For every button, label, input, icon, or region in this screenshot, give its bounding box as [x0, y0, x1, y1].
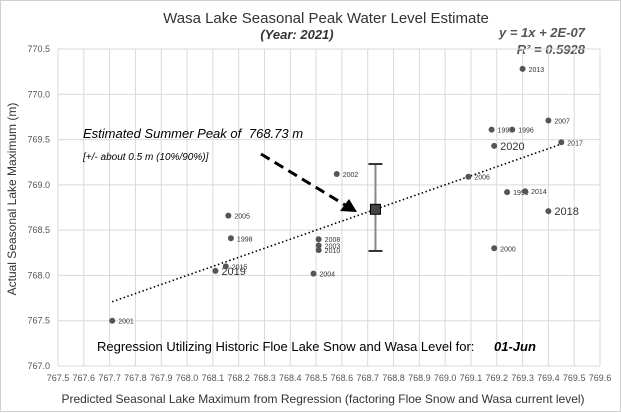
data-point	[310, 270, 317, 277]
chart-title: Wasa Lake Seasonal Peak Water Level Esti…	[163, 10, 489, 27]
x-tick-label: 768.9	[408, 373, 431, 383]
footer-date: 01-Jun	[494, 339, 536, 354]
point-label: 1997	[498, 128, 514, 135]
point-label: 2007	[554, 119, 570, 126]
x-tick-label: 769.6	[589, 373, 612, 383]
point-label: 1998	[237, 236, 253, 243]
data-point	[109, 317, 116, 324]
annotation-arrowhead	[340, 199, 357, 212]
point-label: 2004	[320, 272, 336, 279]
y-tick-label: 770.0	[27, 89, 50, 99]
x-tick-label: 769.2	[485, 373, 508, 383]
data-point	[315, 247, 322, 254]
point-label: 2001	[118, 319, 134, 326]
point-label: 1996	[518, 128, 534, 135]
gridlines	[57, 48, 601, 367]
estimate-marker	[369, 203, 381, 215]
svg-text:Estimated Summer Peak of: Estimated Summer Peak of 768.73 m	[83, 126, 303, 141]
y-tick-label: 767.0	[27, 361, 50, 371]
point-label: 2019	[221, 266, 245, 278]
data-point	[488, 126, 495, 133]
data-point	[509, 126, 516, 133]
y-tick-label: 767.5	[27, 316, 50, 326]
x-tick-label: 768.1	[202, 373, 225, 383]
x-tick-label: 767.8	[124, 373, 147, 383]
annotation-value: 768.73 m	[249, 126, 303, 141]
y-tick-label: 770.5	[27, 44, 50, 54]
x-tick-label: 767.7	[98, 373, 121, 383]
x-tick-label: 767.5	[47, 373, 70, 383]
data-point	[212, 267, 219, 274]
estimate-error-bar	[368, 163, 383, 252]
x-tick-label: 769.3	[511, 373, 534, 383]
x-tick-labels: 767.5 767.6 767.7 767.8 767.9 768.0 768.1 768.2…	[47, 373, 612, 383]
point-label: 2000	[500, 246, 516, 253]
x-axis-label: Predicted Seasonal Lake Maximum from Reg…	[61, 392, 584, 406]
x-tick-label: 768.2	[227, 373, 250, 383]
point-label: 2010	[325, 248, 341, 255]
x-tick-label: 769.5	[563, 373, 586, 383]
data-point	[491, 142, 498, 149]
trendline	[111, 143, 562, 303]
regression-equation: y = 1x + 2E-07	[498, 25, 586, 40]
x-tick-label: 767.9	[150, 373, 173, 383]
y-tick-labels: 767.0 767.5 768.0 768.5 769.0 769.5 770.0 770.5	[27, 44, 50, 371]
annotation-text: Estimated Summer Peak of	[83, 126, 243, 141]
data-point	[315, 236, 322, 243]
y-tick-label: 769.0	[27, 180, 50, 190]
x-tick-label: 768.6	[331, 373, 354, 383]
data-point	[558, 139, 565, 146]
x-tick-label: 768.7	[356, 373, 379, 383]
y-tick-label: 768.5	[27, 225, 50, 235]
point-label: 2003	[325, 244, 341, 251]
point-label: 1999	[513, 190, 529, 197]
data-point	[227, 235, 234, 242]
point-label: 2005	[234, 214, 250, 221]
data-point	[491, 245, 498, 252]
x-tick-label: 769.0	[434, 373, 457, 383]
data-point	[504, 189, 511, 196]
y-axis-label: Actual Seasonal Lake Maximum (m)	[5, 103, 19, 296]
y-tick-label: 769.5	[27, 135, 50, 145]
data-point	[545, 208, 552, 215]
x-tick-label: 769.1	[460, 373, 483, 383]
x-tick-label: 767.6	[73, 373, 96, 383]
point-label: 2020	[500, 141, 524, 153]
point-label: 2015	[232, 264, 248, 271]
x-tick-label: 768.5	[305, 373, 328, 383]
point-label: 2018	[554, 206, 578, 218]
annotation-range: [+/- about 0.5 m (10%/90%)]	[82, 152, 209, 163]
data-point	[225, 212, 232, 219]
point-label: 2008	[325, 237, 341, 244]
data-point	[465, 173, 472, 180]
data-point	[545, 117, 552, 124]
data-point	[222, 263, 229, 270]
data-point	[333, 170, 340, 177]
estimate-annotation: Estimated Summer Peak of 768.73 m [+/- a…	[82, 126, 357, 212]
trendline-path	[111, 143, 562, 303]
data-point	[519, 65, 526, 72]
point-label: 2002	[343, 172, 359, 179]
annotation-arrow-line	[260, 152, 346, 207]
x-tick-label: 768.4	[279, 373, 302, 383]
data-point	[522, 188, 529, 195]
point-label: 2014	[531, 189, 547, 196]
x-tick-label: 768.8	[382, 373, 405, 383]
x-tick-label: 768.0	[176, 373, 199, 383]
point-label: 2017	[567, 140, 583, 147]
x-tick-label: 769.4	[537, 373, 560, 383]
y-tick-label: 768.0	[27, 270, 50, 280]
x-tick-label: 768.3	[253, 373, 276, 383]
point-label: 2013	[529, 67, 545, 74]
point-label: 2006	[474, 175, 490, 182]
footer-regression-text: Regression Utilizing Historic Floe Lake …	[97, 339, 474, 354]
data-point	[315, 242, 322, 249]
chart-subtitle: (Year: 2021)	[260, 27, 333, 42]
